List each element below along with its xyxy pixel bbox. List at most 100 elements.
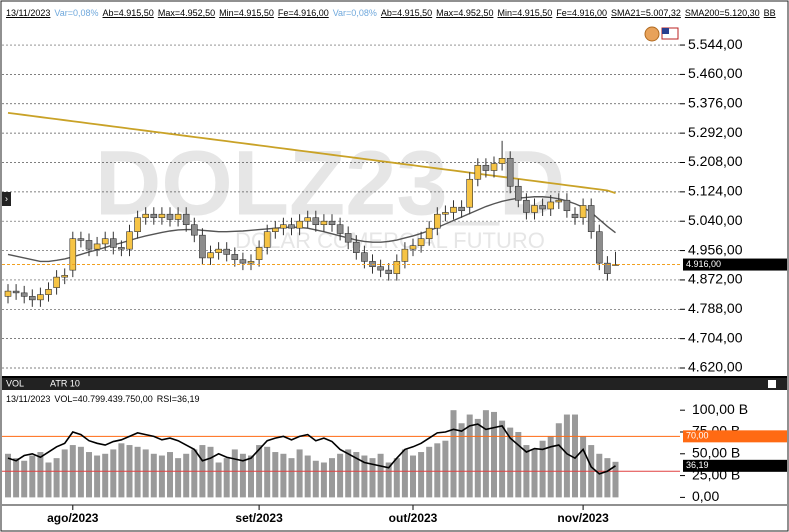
panel-tab[interactable]: ATR 10 [50,378,80,388]
volume-bar [320,462,327,498]
last-price-box [683,258,787,271]
volume-bar [434,443,441,498]
candle-body [142,213,149,219]
header-item: RSI=36,19 [156,394,200,404]
candle-body [77,238,85,241]
header-item: 13/11/2023 [6,394,51,404]
x-tick-label: ago/2023 [47,511,99,525]
volume-bar [515,431,522,498]
tab-bar [2,378,787,390]
y-tick-label: 4.956,00 [688,241,743,257]
volume-bar [426,446,433,498]
candle-body [110,238,117,248]
candle-body [271,227,279,232]
candle-body [101,238,109,245]
candle-body [563,199,571,212]
volume-bar [280,453,287,498]
candle-body [150,213,158,219]
candle-body [336,224,344,234]
candle-body [531,205,538,213]
candle-body [547,201,555,210]
candle-body [280,224,287,229]
volume-bar [13,458,20,498]
volume-bar [29,455,36,498]
volume-bar [418,452,425,498]
volume-bar [353,452,360,498]
candle-body [239,259,247,264]
volume-bar [53,458,60,498]
y-tick-label: 4.872,00 [688,271,743,287]
candle-body [539,205,546,210]
candle-body [199,234,206,259]
volume-bar [86,452,92,498]
candle-body [85,240,93,250]
header-item: Ab=4.915,50 [380,8,433,18]
candle-body [466,178,474,208]
volume-bar [401,449,408,498]
header-item: Var=0,08% [332,8,377,18]
candle-body [442,212,449,215]
volume-bar [377,453,384,498]
candle-body [288,224,295,229]
candle-body [28,296,36,301]
candle-body [320,220,328,226]
candle-body [433,213,441,229]
panel-maximize[interactable] [768,380,776,388]
candle-body [207,252,214,259]
flag-canton [662,28,669,34]
header-item: SMA21=5.007,32 [611,8,681,18]
rsi-level-box [683,430,787,443]
candle-body [166,213,174,220]
line-series [7,196,616,263]
volume-bar [304,455,311,498]
rsi-last-label: 36,19 [686,460,709,470]
candle-body [37,294,44,301]
header-item: BB [763,8,776,18]
y-tick-label: 4.620,00 [688,359,743,375]
header-item: Fe=4.916,00 [556,8,608,18]
header-item: Fe=4.916,00 [277,8,329,18]
candle-body [93,243,101,250]
volume-bar [37,452,44,498]
candle-body [328,220,336,226]
candle-body [361,252,368,262]
sub-header: 13/11/2023 VOL=40.799.439.750,00 RSI=36,19 [6,394,204,404]
side-toggle-icon: › [5,193,8,203]
panel-tab[interactable]: VOL [6,378,24,388]
volume-bar [150,453,157,498]
volume-bar [450,410,457,498]
candle-body [247,261,255,264]
candle-body [498,157,506,164]
volume-bar [183,453,190,498]
header-item: VOL=40.799.439.750,00 [54,394,153,404]
candle-body [231,254,239,260]
candle-body [595,231,603,264]
volume-bar [474,418,481,498]
last-price-label: 4.916,00 [686,259,721,269]
candle-body [490,163,498,171]
volume-bar [393,458,400,498]
volume-bar [264,446,271,498]
y-tick-label: 5.460,00 [688,65,743,81]
y-tick-label: 5.376,00 [688,94,743,110]
volume-bar [223,458,230,498]
header-item: Min=4.915,50 [497,8,553,18]
header-item: Max=4.952,50 [157,8,216,18]
y-tick-label: 5.292,00 [688,124,743,140]
header-item: Max=4.952,50 [436,8,494,18]
candle-body [158,213,166,219]
volume-bar [572,414,578,498]
candle-body [134,217,141,232]
volume-bar [499,420,506,498]
side-toggle[interactable] [2,192,11,206]
y-tick-label: 50,00 B [692,444,740,460]
candle-body [474,164,482,180]
candle-body [506,157,514,187]
candle-body [369,261,376,267]
volume-bar [175,458,182,498]
candle-body [401,248,409,262]
volume-bar [5,453,11,498]
volume-bar [61,449,68,498]
x-tick-label: out/2023 [389,511,438,525]
